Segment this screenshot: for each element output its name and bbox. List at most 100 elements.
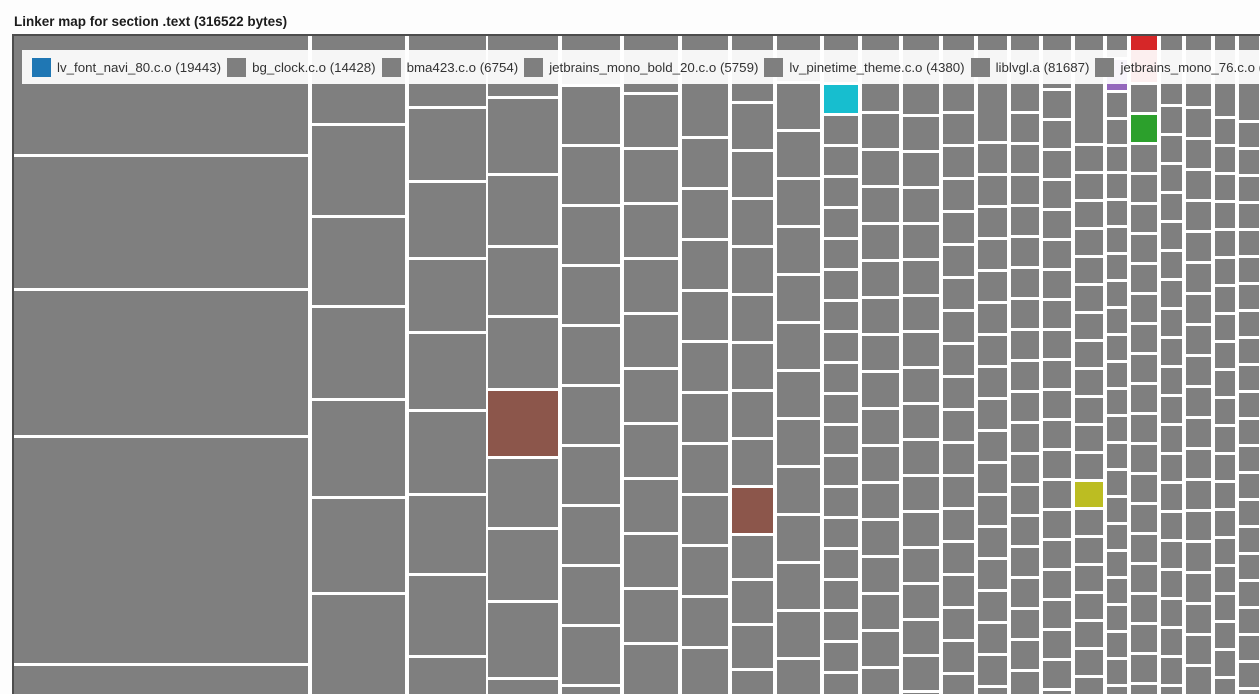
treemap-cell[interactable] [1075,426,1103,451]
treemap-cell[interactable] [682,598,728,646]
treemap-cell[interactable] [1131,445,1157,472]
treemap-cell[interactable] [824,674,858,694]
treemap-cell[interactable] [1011,331,1039,359]
treemap-cell[interactable] [1043,631,1071,658]
treemap-cell[interactable] [1186,109,1211,137]
treemap-cell[interactable] [1075,286,1103,311]
treemap-cell[interactable] [824,364,858,392]
treemap-cell[interactable] [1186,605,1211,633]
treemap-cell[interactable] [1161,339,1182,365]
treemap-cell[interactable] [1107,255,1127,279]
treemap-cell[interactable] [1131,205,1157,232]
treemap-cell[interactable] [409,576,486,655]
treemap-cell-highlighted[interactable] [732,488,773,533]
treemap-cell[interactable] [1161,542,1182,568]
treemap-cell[interactable] [1043,241,1071,268]
treemap-cell[interactable] [1215,175,1235,200]
treemap-cell[interactable] [682,649,728,694]
treemap-cell[interactable] [1043,541,1071,568]
treemap-cell[interactable] [562,687,620,694]
treemap-cell[interactable] [409,334,486,409]
treemap-cell[interactable] [1131,85,1157,112]
treemap-cell[interactable] [862,262,899,296]
treemap-cell[interactable] [1011,393,1039,421]
treemap-cell[interactable] [682,547,728,595]
treemap-cell[interactable] [624,480,678,532]
treemap-cell[interactable] [1215,427,1235,452]
treemap-cell[interactable] [488,318,558,388]
treemap-cell[interactable] [682,190,728,238]
treemap-cell[interactable] [14,157,308,288]
treemap-cell[interactable] [862,521,899,555]
treemap-cell[interactable] [777,228,820,273]
treemap-cell[interactable] [1161,629,1182,655]
treemap-cell[interactable] [312,595,405,694]
treemap-cell[interactable] [312,308,405,398]
treemap-cell[interactable] [732,581,773,623]
treemap-cell[interactable] [624,95,678,147]
treemap-cell[interactable] [903,621,939,654]
treemap-cell[interactable] [1239,501,1259,525]
treemap-cell[interactable] [1011,300,1039,328]
treemap-cell[interactable] [409,496,486,573]
treemap-cell[interactable] [1215,651,1235,676]
treemap-cell[interactable] [1161,281,1182,307]
treemap-cell[interactable] [1131,295,1157,322]
treemap-cell[interactable] [862,632,899,666]
treemap-cell[interactable] [824,519,858,547]
treemap-cell[interactable] [903,261,939,294]
treemap-cell[interactable] [1215,231,1235,256]
treemap-cell[interactable] [1186,171,1211,199]
treemap-cell[interactable] [978,496,1007,525]
treemap-cell[interactable] [1186,140,1211,168]
treemap-cell[interactable] [824,457,858,485]
treemap-cell[interactable] [1186,574,1211,602]
treemap-cell[interactable] [978,272,1007,301]
treemap-cell[interactable] [562,567,620,624]
treemap-cell[interactable] [1011,641,1039,669]
treemap-cell[interactable] [1075,650,1103,675]
treemap-cell[interactable] [1131,175,1157,202]
treemap-cell[interactable] [1131,625,1157,652]
treemap-cell[interactable] [978,688,1007,694]
treemap-cell[interactable] [488,603,558,677]
treemap-cell[interactable] [1131,565,1157,592]
treemap-cell[interactable] [562,627,620,684]
treemap-cell[interactable] [1186,512,1211,540]
treemap-cell[interactable] [1131,655,1157,682]
treemap-cell[interactable] [1186,295,1211,323]
treemap-cell[interactable] [943,576,974,606]
treemap-cell[interactable] [1075,314,1103,339]
treemap-cell[interactable] [824,302,858,330]
treemap-cell[interactable] [1131,325,1157,352]
treemap-cell[interactable] [1161,165,1182,191]
treemap-cell[interactable] [978,432,1007,461]
treemap-cell[interactable] [1075,594,1103,619]
treemap-cell[interactable] [903,441,939,474]
treemap-cell[interactable] [824,581,858,609]
treemap-cell[interactable] [978,400,1007,429]
treemap-cell[interactable] [312,218,405,305]
treemap-cell[interactable] [1161,368,1182,394]
treemap-cell[interactable] [1131,145,1157,172]
treemap-cell[interactable] [862,484,899,518]
treemap-cell[interactable] [824,333,858,361]
treemap-cell[interactable] [862,558,899,592]
treemap-cell[interactable] [562,327,620,384]
treemap-cell[interactable] [1161,484,1182,510]
treemap-cell[interactable] [824,271,858,299]
treemap-cell[interactable] [488,176,558,245]
treemap-cell[interactable] [1239,636,1259,660]
treemap-cell[interactable] [1215,203,1235,228]
treemap-cell[interactable] [978,240,1007,269]
treemap-cell[interactable] [1011,362,1039,390]
treemap-cell[interactable] [943,279,974,309]
treemap-cell[interactable] [1161,658,1182,684]
treemap-cell[interactable] [488,459,558,527]
treemap-cell[interactable] [943,543,974,573]
treemap-cell[interactable] [1043,451,1071,478]
treemap-cell[interactable] [1011,672,1039,694]
treemap-cell[interactable] [1239,339,1259,363]
treemap-cell[interactable] [862,114,899,148]
treemap-cell[interactable] [1043,511,1071,538]
